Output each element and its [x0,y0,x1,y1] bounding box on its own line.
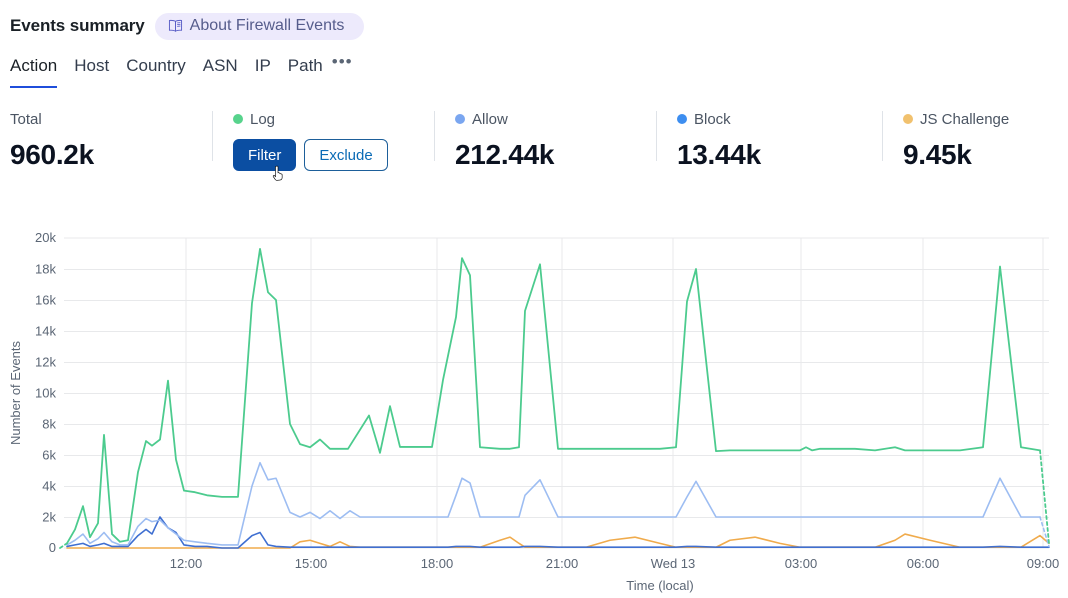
svg-text:09:00: 09:00 [1027,556,1060,571]
svg-text:Wed 13: Wed 13 [651,556,696,571]
svg-text:4k: 4k [42,479,56,494]
svg-text:0: 0 [49,540,56,555]
svg-text:14k: 14k [35,324,56,339]
svg-text:18k: 18k [35,262,56,277]
svg-text:03:00: 03:00 [785,556,818,571]
svg-text:8k: 8k [42,417,56,432]
svg-text:20k: 20k [35,230,56,245]
svg-text:Number of Events: Number of Events [8,340,23,445]
svg-text:12k: 12k [35,355,56,370]
svg-text:2k: 2k [42,510,56,525]
svg-text:Time (local): Time (local) [626,578,693,593]
svg-text:6k: 6k [42,448,56,463]
svg-text:16k: 16k [35,293,56,308]
svg-text:06:00: 06:00 [907,556,940,571]
svg-text:21:00: 21:00 [546,556,579,571]
svg-text:12:00: 12:00 [170,556,203,571]
svg-text:10k: 10k [35,386,56,401]
svg-text:18:00: 18:00 [421,556,454,571]
svg-text:15:00: 15:00 [295,556,328,571]
